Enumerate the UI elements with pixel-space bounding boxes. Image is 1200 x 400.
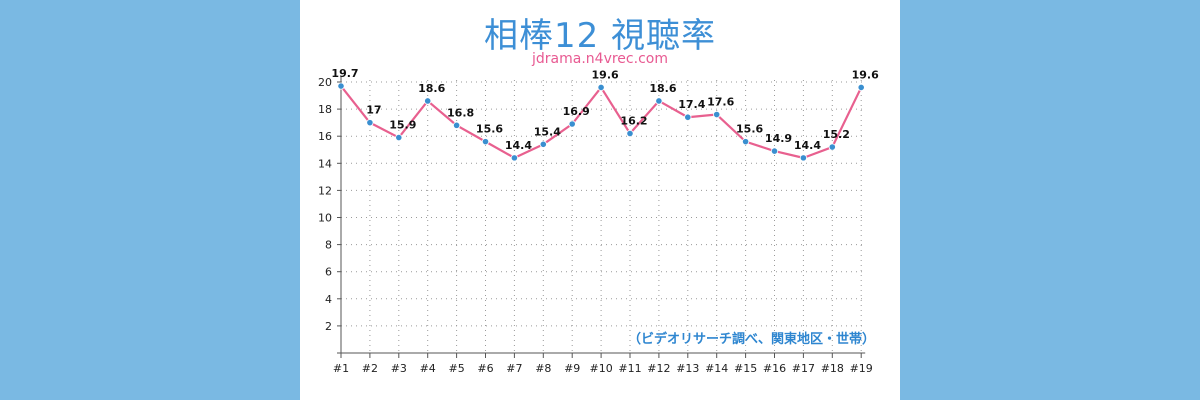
- y-tick-label: 12: [318, 184, 332, 197]
- data-label: 14.4: [505, 139, 532, 152]
- y-axis-ticks: 2 4 6 8 10 12 14 16 18 20: [318, 76, 332, 333]
- data-label: 19.6: [852, 68, 879, 81]
- data-label: 19.7: [331, 67, 358, 80]
- data-label: 17: [366, 104, 381, 117]
- x-tick-label: #17: [792, 362, 815, 375]
- data-point: [597, 83, 605, 92]
- data-label: 14.9: [765, 132, 792, 145]
- data-points: [337, 82, 865, 162]
- data-point: [337, 82, 345, 90]
- data-label: 16.9: [563, 105, 590, 118]
- data-point: [684, 113, 692, 121]
- x-tick-label: #19: [850, 362, 873, 375]
- y-tick-label: 6: [325, 266, 332, 279]
- axes: [337, 76, 866, 358]
- x-axis-ticks: #1 #2 #3 #4 #5 #6 #7 #8 #9 #10 #11 #12 #13 #14 #15 #16 #…: [333, 362, 873, 375]
- data-label: 15.4: [534, 125, 561, 138]
- x-tick-label: #10: [589, 362, 612, 375]
- y-tick-label: 16: [318, 130, 332, 143]
- y-tick-label: 8: [325, 239, 332, 252]
- data-label: 15.9: [389, 119, 416, 132]
- data-point: [857, 83, 865, 92]
- x-tick-label: #7: [506, 362, 522, 375]
- chart-subtitle: jdrama.n4vrec.com: [532, 51, 668, 67]
- data-point: [799, 154, 807, 162]
- x-tick-label: #6: [477, 362, 493, 375]
- data-point: [655, 97, 663, 105]
- data-point: [539, 140, 547, 148]
- data-labels: 19.71715.918.616.815.614.415.416.919.616…: [331, 67, 879, 152]
- x-tick-label: #12: [647, 362, 670, 375]
- data-label: 19.6: [592, 68, 619, 81]
- x-tick-label: #13: [676, 362, 699, 375]
- x-tick-label: #15: [734, 362, 757, 375]
- data-point: [424, 97, 432, 105]
- x-tick-label: #5: [448, 362, 464, 375]
- source-note: （ビデオリサーチ調べ、関東地区・世帯）: [628, 331, 875, 347]
- chart-panel: 相棒12 視聴率 jdrama.n4vrec.com 2 4 6 8 10 12 14 16 1…: [300, 0, 900, 400]
- x-tick-label: #8: [535, 362, 551, 375]
- x-tick-label: #2: [362, 362, 378, 375]
- data-point: [453, 121, 461, 129]
- data-label: 17.6: [707, 96, 734, 109]
- x-tick-label: #11: [618, 362, 641, 375]
- series-path: [340, 85, 863, 159]
- data-label: 16.2: [620, 114, 647, 127]
- y-tick-label: 4: [325, 293, 332, 306]
- data-label: 18.6: [649, 82, 676, 95]
- data-label: 17.4: [678, 98, 705, 111]
- y-tick-label: 20: [318, 76, 332, 89]
- data-point: [395, 133, 403, 142]
- data-label: 18.6: [418, 82, 445, 95]
- y-tick-label: 2: [325, 320, 332, 333]
- data-point: [770, 147, 779, 155]
- data-label: 14.4: [794, 139, 821, 152]
- x-tick-label: #14: [705, 362, 728, 375]
- data-point: [713, 110, 721, 119]
- chart-title: 相棒12 視聴率: [483, 16, 717, 56]
- data-label: 16.8: [447, 106, 474, 119]
- data-point: [366, 119, 374, 127]
- data-point: [828, 143, 836, 151]
- series-line: [340, 85, 863, 159]
- x-tick-label: #4: [420, 362, 436, 375]
- y-tick-label: 10: [318, 212, 332, 225]
- y-tick-label: 14: [318, 157, 332, 170]
- y-tick-label: 18: [318, 103, 332, 116]
- data-label: 15.2: [823, 128, 850, 141]
- data-point: [481, 138, 490, 146]
- data-label: 15.6: [736, 123, 763, 136]
- data-point: [741, 138, 750, 146]
- data-point: [510, 154, 518, 162]
- data-point: [568, 120, 576, 128]
- x-tick-label: #9: [564, 362, 580, 375]
- x-tick-label: #3: [391, 362, 407, 375]
- grid-lines: [340, 80, 866, 353]
- data-label: 15.6: [476, 123, 503, 136]
- x-tick-label: #1: [333, 362, 349, 375]
- x-tick-label: #16: [763, 362, 786, 375]
- x-tick-label: #18: [821, 362, 844, 375]
- data-point: [626, 129, 634, 138]
